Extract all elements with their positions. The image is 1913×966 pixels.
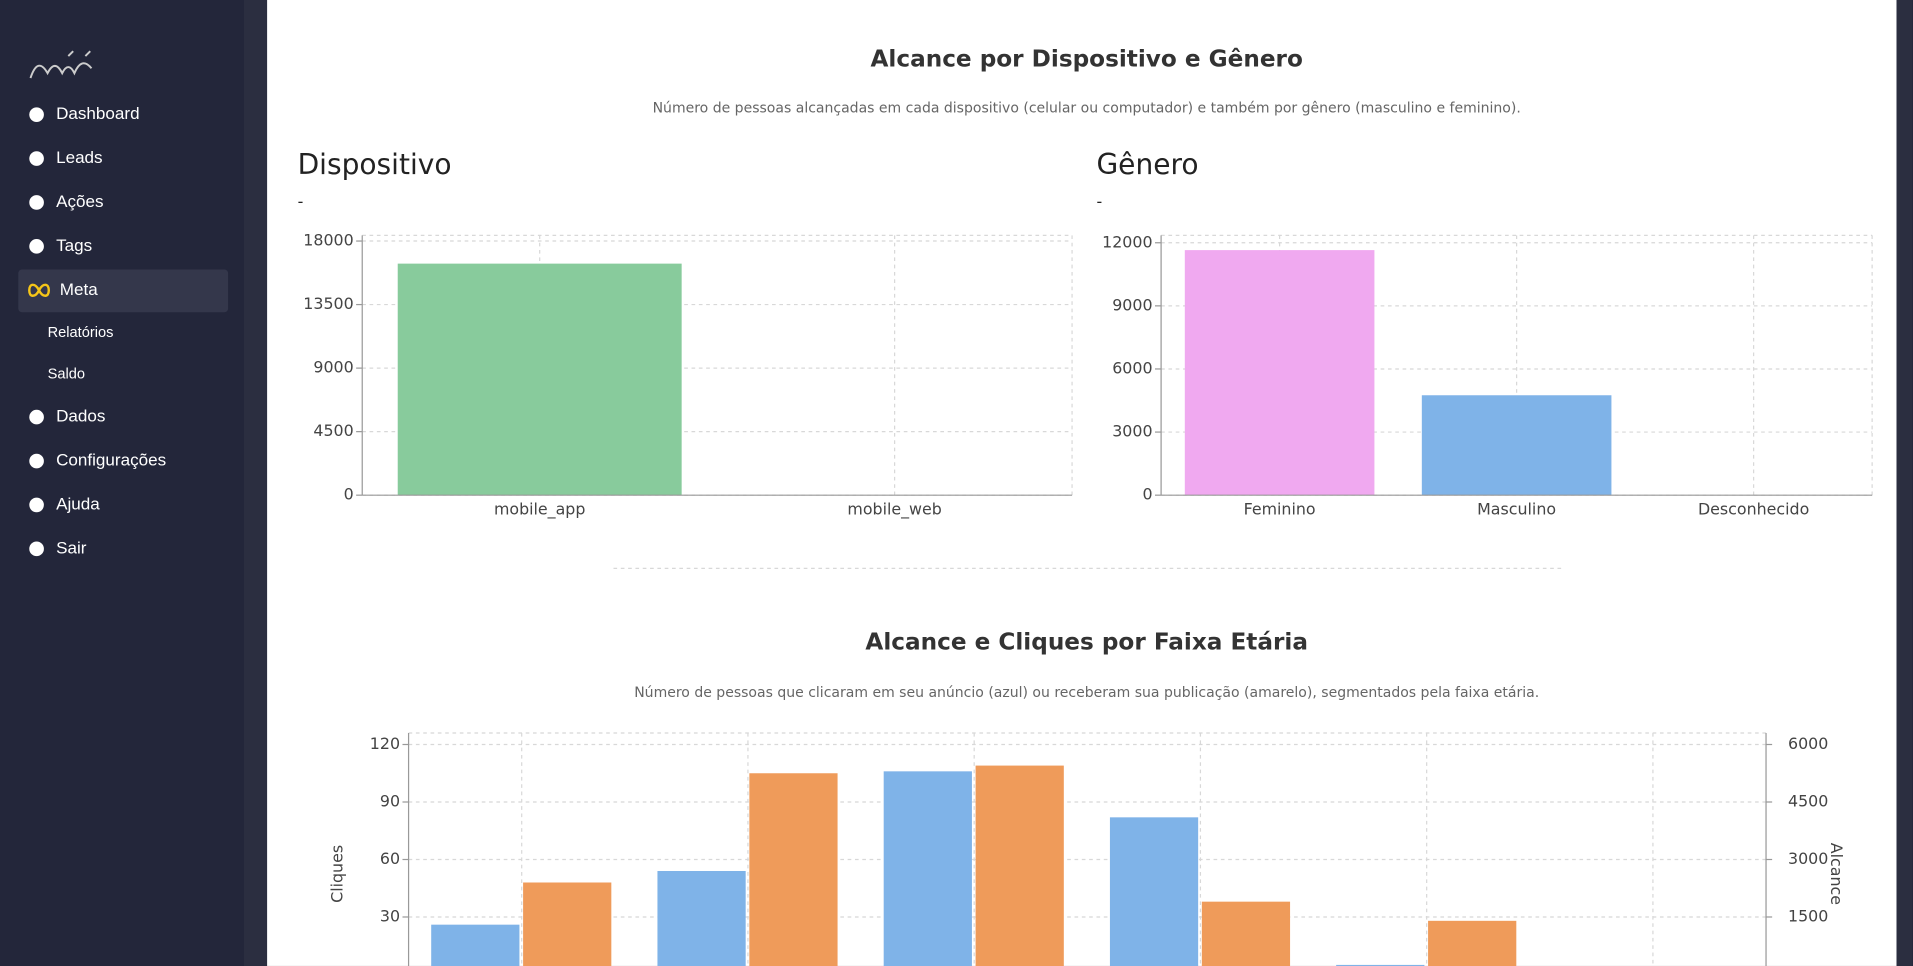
bar <box>1428 920 1517 966</box>
bar <box>975 765 1064 966</box>
nav-item[interactable]: Meta <box>60 280 98 299</box>
y-axis-title: Cliques <box>327 845 346 903</box>
bar <box>1421 395 1612 496</box>
section-title: Alcance por Dispositivo e Gênero <box>871 45 1303 72</box>
y-tick-label: 12000 <box>1102 232 1152 251</box>
nav-icon <box>29 497 44 513</box>
bar <box>1109 817 1199 966</box>
x-tick-label: mobile_app <box>494 499 585 519</box>
scrollbar <box>1896 0 1913 966</box>
nav-item[interactable]: Ajuda <box>56 494 100 513</box>
y-tick-label: 0 <box>1142 485 1152 504</box>
nav-icon <box>29 195 44 210</box>
y-tick-label: 3000 <box>1112 422 1152 441</box>
bar <box>749 773 838 966</box>
y2-tick-label: 1500 <box>1788 906 1828 925</box>
x-tick-label: Masculino <box>1477 499 1556 518</box>
y2-tick-label: 4500 <box>1788 792 1828 811</box>
nav-icon <box>29 453 44 469</box>
active-highlight <box>18 269 229 313</box>
bar <box>397 263 682 496</box>
nav-item[interactable]: Tags <box>56 236 92 255</box>
y-tick-label: 6000 <box>1112 358 1152 377</box>
bar <box>1336 964 1425 966</box>
nav-icon <box>29 151 44 166</box>
x-tick-label: Feminino <box>1244 499 1316 518</box>
chart-title: Gênero <box>1096 148 1198 181</box>
chart-title: Dispositivo <box>298 148 452 181</box>
bar <box>431 924 520 966</box>
y-tick-label: 0 <box>344 485 354 504</box>
bar <box>1201 901 1291 966</box>
bar <box>523 882 612 966</box>
y-tick-label: 18000 <box>303 231 353 250</box>
chart-subtitle: - <box>298 192 304 211</box>
bar <box>883 771 972 966</box>
y-tick-label: 13500 <box>303 294 353 313</box>
bar <box>657 870 746 966</box>
y2-axis-title: Alcance <box>1827 843 1846 905</box>
logo <box>29 50 93 79</box>
nav-icon <box>29 107 44 122</box>
nav-icon <box>29 541 44 557</box>
chart-subtitle: - <box>1096 192 1102 211</box>
nav-subitem[interactable]: Relatórios <box>48 325 114 341</box>
y-tick-label: 4500 <box>313 421 353 440</box>
y2-tick-label: 6000 <box>1788 734 1828 753</box>
sidebar <box>0 0 244 966</box>
nav-icon <box>29 239 44 254</box>
nav-item[interactable]: Leads <box>56 148 102 167</box>
nav-item[interactable]: Dashboard <box>56 104 139 123</box>
nav-item[interactable]: Dados <box>56 407 105 426</box>
bar <box>1184 250 1375 496</box>
section-subtitle: Número de pessoas que clicaram em seu an… <box>634 685 1539 701</box>
y-tick-label: 9000 <box>1112 295 1152 314</box>
sidebar-edge <box>243 0 268 966</box>
nav-item[interactable]: Sair <box>56 538 87 557</box>
section-title: Alcance e Cliques por Faixa Etária <box>865 628 1308 655</box>
nav-icon <box>29 409 44 425</box>
nav-item[interactable]: Configurações <box>56 451 166 470</box>
y-tick-label: 120 <box>370 734 400 753</box>
y-tick-label: 30 <box>380 906 400 925</box>
x-tick-label: mobile_web <box>847 499 941 519</box>
nav-item[interactable]: Ações <box>56 192 103 211</box>
section-subtitle: Número de pessoas alcançadas em cada dis… <box>653 101 1521 117</box>
nav-subitem[interactable]: Saldo <box>48 366 85 382</box>
y-tick-label: 9000 <box>313 358 353 377</box>
y-tick-label: 60 <box>380 849 400 868</box>
x-tick-label: Desconhecido <box>1698 499 1809 518</box>
y-tick-label: 90 <box>380 792 400 811</box>
nav-icon <box>28 283 51 297</box>
y2-tick-label: 3000 <box>1788 849 1828 868</box>
